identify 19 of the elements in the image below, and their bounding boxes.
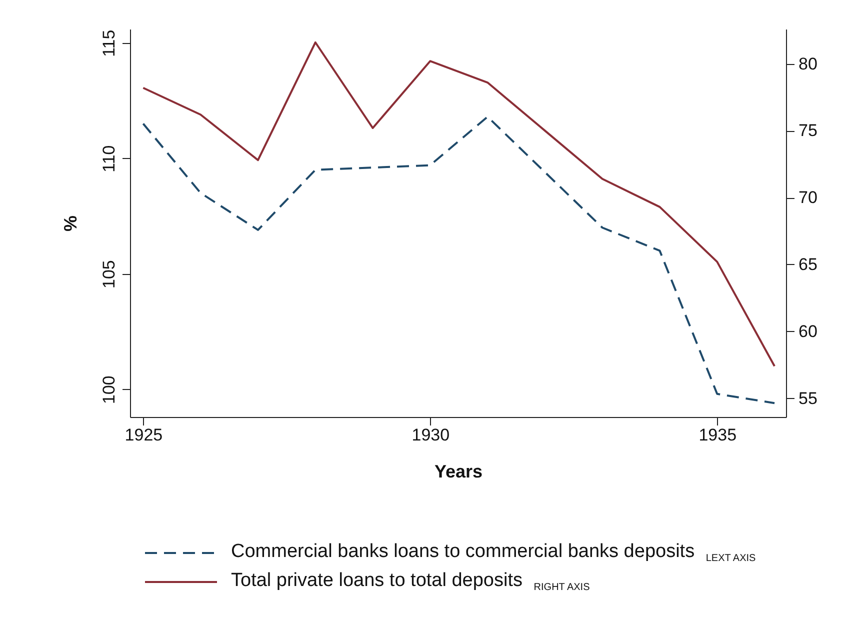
y-axis-title: % xyxy=(60,215,80,232)
y2-tick-label: 80 xyxy=(798,54,818,74)
x-axis-title: Years xyxy=(434,462,483,482)
legend-label: Total private loans to total deposits $_{RIGHT AXIS}$ xyxy=(231,570,590,593)
line-series xyxy=(142,41,776,368)
y2-tick-label: 65 xyxy=(798,254,818,274)
x-tick-label: 1930 xyxy=(412,426,450,444)
x-tick-label: 1925 xyxy=(124,426,163,444)
x-tick-label: 1935 xyxy=(698,426,737,444)
legend-label: Commercial banks loans to commercial banks deposits $_{LEXT AXIS}$ xyxy=(231,541,756,564)
y-tick-label: 105 xyxy=(100,260,118,288)
y2-tick-label: 60 xyxy=(798,322,818,341)
y-tick-label: 100 xyxy=(100,376,118,404)
line-series xyxy=(142,116,776,404)
y2-tick-label: 75 xyxy=(798,121,818,140)
y2-tick-label: 55 xyxy=(798,388,818,408)
y2-tick-label: 70 xyxy=(798,188,818,208)
y-tick-label: 115 xyxy=(100,30,118,57)
y-tick-label: 110 xyxy=(100,145,118,172)
